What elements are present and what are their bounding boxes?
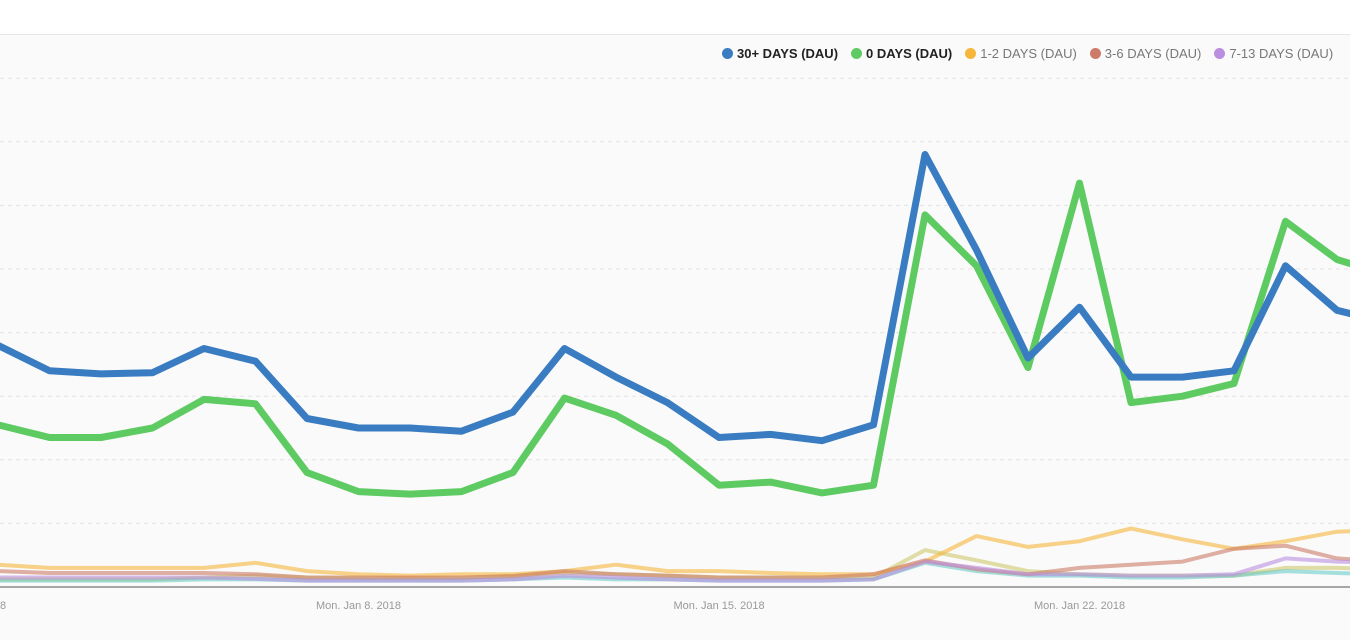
legend-color-dot <box>1089 47 1101 59</box>
series-line-7-13-days-dau-[interactable] <box>0 556 1350 583</box>
line-chart <box>0 77 1350 588</box>
x-tick-label: Mon. Jan 22. 2018 <box>1034 600 1126 612</box>
chart-legend: 30+ DAYS (DAU) 0 DAYS (DAU) 1-2 DAYS (DAU)… <box>722 44 1346 62</box>
series-line-30-days-dau-[interactable] <box>0 151 1350 445</box>
chart-lines <box>0 151 1350 583</box>
series-line-0-days-dau-[interactable] <box>0 179 1350 498</box>
legend-item[interactable]: 0 DAYS (DAU) <box>851 46 952 61</box>
legend-color-dot <box>851 47 863 59</box>
legend-label: 30+ DAYS (DAU) <box>737 45 839 61</box>
legend-item[interactable]: 1-2 DAYS (DAU) <box>965 46 1077 61</box>
chart-grid <box>0 77 1350 524</box>
series-line-3-6-days-dau-[interactable] <box>0 543 1350 580</box>
series-line-1-2-days-dau-[interactable] <box>0 526 1350 578</box>
legend-color-dot <box>965 47 977 59</box>
chart-panel <box>0 35 1350 640</box>
legend-item[interactable]: 30+ DAYS (DAU) <box>722 46 838 61</box>
top-toolbar-strip <box>0 0 1350 35</box>
legend-label: 1-2 DAYS (DAU) <box>980 45 1077 61</box>
legend-item[interactable]: 7-13 DAYS (DAU) <box>1214 46 1333 61</box>
x-tick-label: 8 <box>0 600 7 612</box>
legend-label: 0 DAYS (DAU) <box>866 45 953 61</box>
legend-label: 3-6 DAYS (DAU) <box>1104 45 1202 61</box>
legend-item[interactable]: 3-6 DAYS (DAU) <box>1089 45 1202 61</box>
legend-label: 7-13 DAYS (DAU) <box>1229 45 1334 61</box>
legend-color-dot <box>722 47 733 59</box>
legend-color-dot <box>1214 47 1226 59</box>
x-tick-label: Mon. Jan 8. 2018 <box>316 600 402 612</box>
x-tick-label: Mon. Jan 15. 2018 <box>673 600 765 612</box>
